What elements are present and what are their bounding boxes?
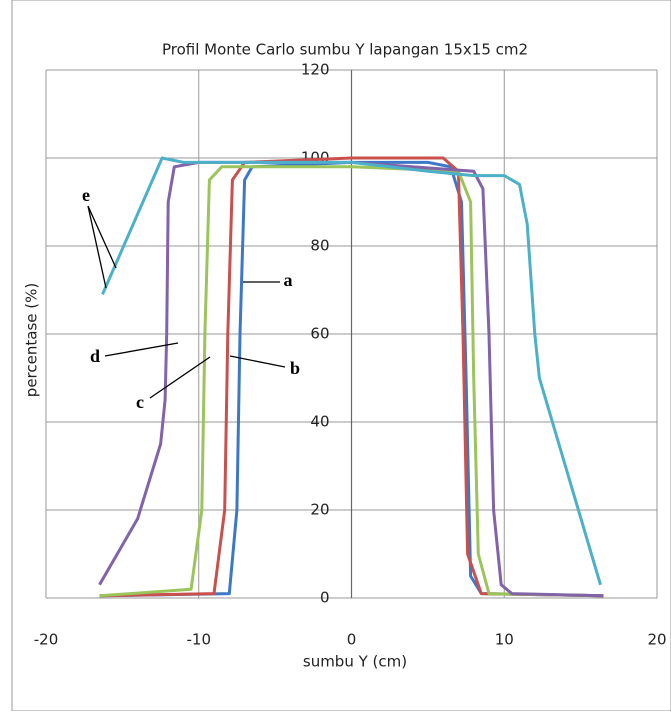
leader-line [104,342,179,357]
y-tick-label: 40 [310,413,329,431]
y-tick-label: 0 [320,589,330,607]
series-line [101,156,602,586]
y-tick-label: 20 [310,501,329,519]
x-axis-label: sumbu Y (cm) [303,653,407,671]
series-line [99,160,604,598]
series-line [99,156,604,598]
leader-line [229,355,286,368]
series-line [99,165,604,598]
y-tick-label: 60 [310,325,329,343]
leader-line [149,356,211,399]
y-tick-label: 80 [310,237,329,255]
series-annotation: b [290,358,300,378]
x-tick-label: 20 [647,631,666,649]
series-annotation: a [284,270,293,290]
x-tick-label: -20 [34,631,59,649]
leader-line [87,205,107,289]
y-axis-label: percentase (%) [23,283,41,397]
chart-title: Profil Monte Carlo sumbu Y lapangan 15x1… [162,41,528,59]
y-tick-label: 120 [301,61,330,79]
x-tick-label: 0 [347,631,357,649]
leader-line [87,205,117,269]
series-annotation: c [136,392,144,412]
x-tick-label: 10 [495,631,514,649]
x-tick-label: -10 [187,631,212,649]
series-annotation: e [82,185,90,205]
series-annotation: d [90,346,100,366]
